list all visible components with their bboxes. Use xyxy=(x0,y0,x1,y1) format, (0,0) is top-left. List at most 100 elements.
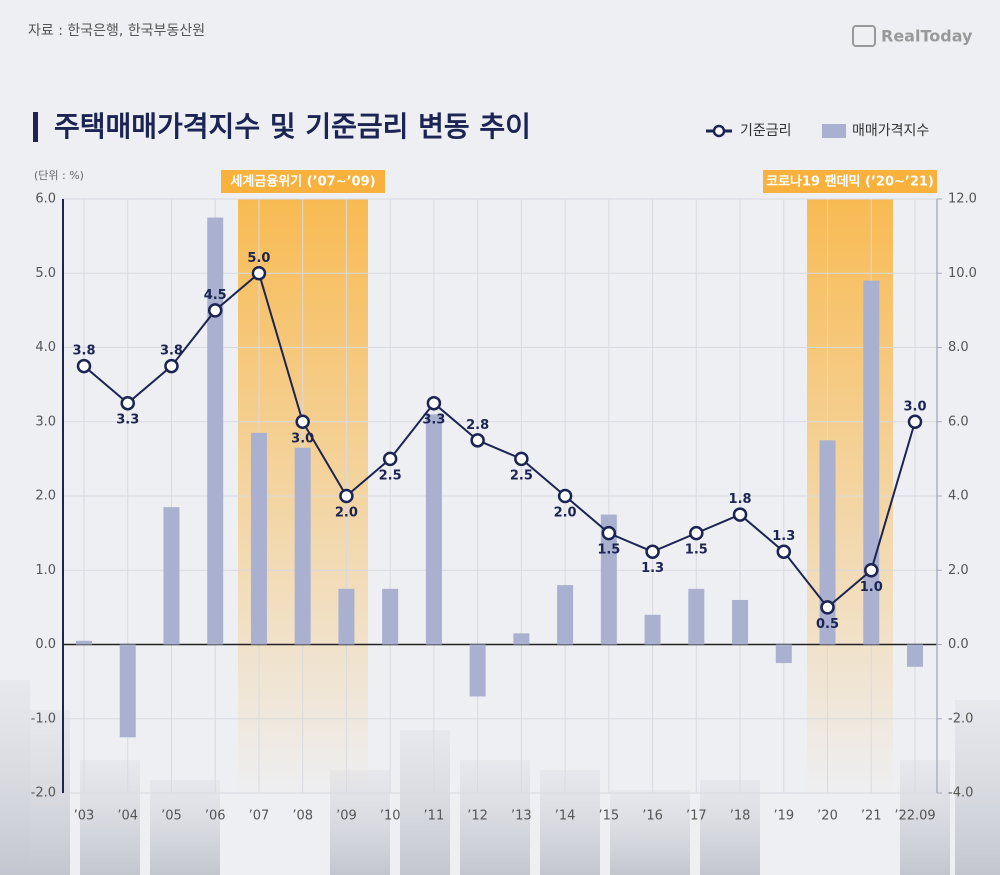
title-bar xyxy=(33,112,38,142)
x-tick-label: ’20 xyxy=(817,809,838,824)
data-label: 2.8 xyxy=(466,418,489,433)
data-label: 3.8 xyxy=(72,344,95,359)
x-tick-label: ’04 xyxy=(117,809,138,824)
bar xyxy=(557,585,574,645)
y-tick-label: 5.0 xyxy=(35,266,56,281)
x-tick-label: ’16 xyxy=(642,809,663,824)
x-tick-label: ’14 xyxy=(555,809,576,824)
bar xyxy=(819,440,836,645)
bar xyxy=(907,644,923,667)
point xyxy=(557,488,573,504)
legend-marker xyxy=(712,124,726,138)
annotation: 코로나19 팬데믹 (’20~’21) xyxy=(766,174,934,190)
bar xyxy=(338,588,355,645)
y2-tick-label: 10.0 xyxy=(948,266,977,281)
point xyxy=(76,358,92,374)
data-label: 5.0 xyxy=(247,251,270,266)
bar xyxy=(469,644,486,697)
data-label: 3.3 xyxy=(116,413,139,428)
bar xyxy=(644,614,661,645)
point xyxy=(645,544,660,559)
source: 자료 : 한국은행, 한국부동산원 xyxy=(28,23,205,39)
data-label: 3.0 xyxy=(903,399,926,414)
point xyxy=(514,451,529,467)
y2-tick-label: 0.0 xyxy=(948,637,969,652)
y-tick-label: -2.0 xyxy=(31,786,56,801)
point xyxy=(732,507,748,522)
point xyxy=(689,525,704,541)
y-tick-label: 3.0 xyxy=(35,414,56,429)
y2-tick-label: 6.0 xyxy=(948,414,969,429)
y2-tick-label: 2.0 xyxy=(948,563,969,578)
x-tick-label: ’09 xyxy=(336,809,357,824)
y-unit: (단위 : %) xyxy=(34,169,84,182)
line xyxy=(83,271,916,609)
point xyxy=(864,563,879,578)
x-tick-label: ’19 xyxy=(773,809,794,824)
logo-icon xyxy=(852,25,876,47)
point xyxy=(907,414,923,429)
data-label: 0.5 xyxy=(816,617,839,632)
point xyxy=(207,303,223,318)
point xyxy=(164,358,179,374)
y2-tick-label: -2.0 xyxy=(948,711,973,726)
data-label: 1.0 xyxy=(860,580,883,595)
legend-swatch xyxy=(822,124,846,138)
y2-tick-label: 12.0 xyxy=(948,192,977,207)
y-tick-label: -1.0 xyxy=(31,711,56,726)
x-tick-label: ’22.09 xyxy=(894,809,935,824)
bar xyxy=(513,633,530,645)
point xyxy=(382,451,398,467)
y-tick-label: 1.0 xyxy=(35,563,56,578)
logo: RealToday xyxy=(881,27,973,46)
bar xyxy=(207,217,224,645)
y-tick-label: 0.0 xyxy=(35,637,56,652)
data-label: 1.3 xyxy=(772,529,795,544)
data-label: 2.5 xyxy=(510,468,533,483)
point xyxy=(820,600,835,615)
chart-title: 주택매매가격지수 및 기준금리 변동 추이 xyxy=(54,110,531,143)
point xyxy=(470,433,485,448)
bar xyxy=(688,588,705,645)
data-label: 3.8 xyxy=(160,344,183,359)
x-tick-label: ’11 xyxy=(424,809,445,824)
bar xyxy=(382,588,399,645)
y2-tick-label: 8.0 xyxy=(948,340,969,355)
legend-label: 기준금리 xyxy=(740,123,792,139)
bar xyxy=(163,507,180,645)
bar xyxy=(732,599,749,645)
data-label: 1.8 xyxy=(729,492,752,507)
x-tick-label: ’06 xyxy=(205,809,226,824)
x-tick-label: ’10 xyxy=(380,809,401,824)
bar xyxy=(600,514,617,645)
point xyxy=(426,395,442,411)
data-label: 1.3 xyxy=(641,561,664,576)
x-tick-label: ’15 xyxy=(598,809,619,824)
data-label: 1.5 xyxy=(685,543,708,558)
annotation-box xyxy=(763,170,937,193)
legend-label: 매매가격지수 xyxy=(852,123,929,139)
x-tick-label: ’17 xyxy=(686,809,707,824)
y2-tick-label: 4.0 xyxy=(948,489,969,504)
annotation-box xyxy=(221,170,385,193)
x-tick-label: ’05 xyxy=(161,809,182,824)
data-label: 2.0 xyxy=(335,506,358,521)
bar xyxy=(425,414,442,645)
y-tick-label: 6.0 xyxy=(35,192,56,207)
point xyxy=(295,414,310,429)
y2-tick-label: -4.0 xyxy=(948,786,973,801)
data-label: 2.5 xyxy=(379,468,402,483)
bar xyxy=(775,644,792,664)
y-tick-label: 4.0 xyxy=(35,340,56,355)
point xyxy=(120,395,135,411)
bar xyxy=(250,432,267,645)
y-tick-label: 2.0 xyxy=(35,489,56,504)
bar xyxy=(119,644,136,738)
x-tick-label: ’07 xyxy=(249,809,270,824)
x-tick-label: ’18 xyxy=(730,809,751,824)
x-tick-label: ’21 xyxy=(861,809,882,824)
bar xyxy=(294,447,311,645)
x-tick-label: ’08 xyxy=(292,809,313,824)
